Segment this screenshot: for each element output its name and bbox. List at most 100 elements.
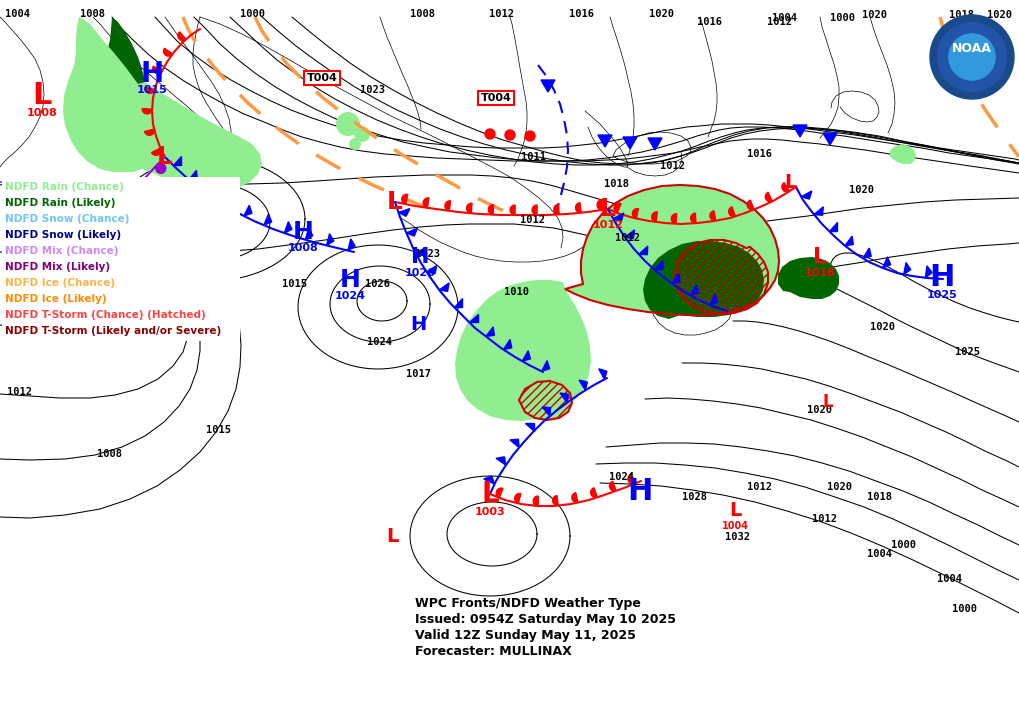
Polygon shape bbox=[206, 184, 215, 193]
Text: NDFD T-Storm (Chance) (Hatched): NDFD T-Storm (Chance) (Hatched) bbox=[5, 310, 206, 320]
Text: L: L bbox=[822, 393, 834, 411]
Text: 1020: 1020 bbox=[870, 322, 896, 332]
Polygon shape bbox=[690, 285, 698, 295]
Text: 1015: 1015 bbox=[137, 85, 167, 95]
Text: 1008: 1008 bbox=[98, 449, 122, 459]
Text: L: L bbox=[784, 172, 796, 192]
Text: 1010: 1010 bbox=[504, 287, 530, 297]
Polygon shape bbox=[326, 234, 334, 246]
Polygon shape bbox=[503, 340, 512, 350]
Polygon shape bbox=[427, 266, 437, 273]
Polygon shape bbox=[904, 263, 911, 274]
Polygon shape bbox=[599, 369, 607, 379]
Polygon shape bbox=[765, 192, 772, 201]
Text: 1012: 1012 bbox=[7, 387, 33, 397]
Circle shape bbox=[525, 131, 535, 141]
Text: 1015: 1015 bbox=[282, 279, 308, 289]
Polygon shape bbox=[823, 133, 837, 145]
Text: L: L bbox=[387, 190, 403, 214]
Text: 1025: 1025 bbox=[926, 290, 958, 300]
Polygon shape bbox=[890, 144, 916, 164]
Polygon shape bbox=[153, 66, 162, 73]
Polygon shape bbox=[533, 496, 538, 506]
Polygon shape bbox=[407, 228, 418, 236]
Circle shape bbox=[485, 129, 495, 139]
Text: 1004: 1004 bbox=[867, 549, 893, 559]
Polygon shape bbox=[401, 194, 408, 204]
Text: 1020: 1020 bbox=[850, 185, 874, 195]
Text: 1018: 1018 bbox=[867, 492, 893, 502]
Text: H: H bbox=[292, 220, 314, 244]
Polygon shape bbox=[710, 294, 718, 305]
Polygon shape bbox=[224, 195, 233, 205]
Text: T004: T004 bbox=[481, 93, 512, 103]
Polygon shape bbox=[515, 493, 521, 503]
Text: 1003: 1003 bbox=[475, 507, 505, 517]
Polygon shape bbox=[486, 327, 494, 336]
Polygon shape bbox=[597, 200, 603, 210]
Polygon shape bbox=[347, 239, 356, 251]
Text: 1020: 1020 bbox=[862, 10, 888, 20]
Polygon shape bbox=[510, 439, 519, 448]
Text: 1012: 1012 bbox=[489, 9, 515, 19]
Text: H: H bbox=[628, 478, 653, 506]
Text: NDFD Mix (Likely): NDFD Mix (Likely) bbox=[5, 262, 110, 272]
Text: NOAA: NOAA bbox=[952, 43, 991, 56]
Polygon shape bbox=[625, 230, 635, 239]
Text: 1018: 1018 bbox=[950, 10, 974, 20]
Text: 1020: 1020 bbox=[807, 405, 833, 415]
Text: NDFD Mix (Chance): NDFD Mix (Chance) bbox=[5, 246, 118, 256]
Polygon shape bbox=[541, 80, 555, 92]
Polygon shape bbox=[828, 222, 838, 231]
Text: 1020: 1020 bbox=[987, 10, 1013, 20]
Polygon shape bbox=[560, 393, 569, 402]
Text: NDFD Rain (Likely): NDFD Rain (Likely) bbox=[5, 198, 115, 208]
Text: NDFD Snow (Likely): NDFD Snow (Likely) bbox=[5, 230, 121, 240]
Polygon shape bbox=[793, 125, 807, 137]
Text: H: H bbox=[929, 263, 955, 291]
Text: T004: T004 bbox=[307, 73, 337, 83]
Polygon shape bbox=[522, 351, 531, 361]
Polygon shape bbox=[455, 280, 591, 421]
Text: NDFD T-Storm (Likely and/or Severe): NDFD T-Storm (Likely and/or Severe) bbox=[5, 326, 221, 336]
Polygon shape bbox=[519, 381, 572, 420]
Text: H: H bbox=[411, 247, 429, 267]
Text: 1015: 1015 bbox=[207, 425, 231, 435]
Text: L: L bbox=[600, 197, 615, 221]
Polygon shape bbox=[143, 108, 152, 114]
Text: 1023: 1023 bbox=[416, 249, 440, 259]
Circle shape bbox=[121, 275, 131, 285]
Polygon shape bbox=[163, 48, 172, 56]
Polygon shape bbox=[710, 211, 715, 221]
Polygon shape bbox=[614, 203, 621, 213]
Circle shape bbox=[949, 34, 996, 80]
Polygon shape bbox=[782, 183, 790, 192]
Text: 1004: 1004 bbox=[5, 9, 31, 19]
Text: 1012: 1012 bbox=[812, 514, 838, 524]
Circle shape bbox=[930, 15, 1014, 99]
Polygon shape bbox=[598, 135, 612, 147]
Text: 1028: 1028 bbox=[683, 492, 707, 502]
Circle shape bbox=[336, 112, 360, 136]
Text: 1012: 1012 bbox=[660, 161, 686, 171]
Polygon shape bbox=[576, 203, 581, 213]
Text: 1004: 1004 bbox=[937, 574, 963, 584]
Text: 1020: 1020 bbox=[649, 9, 675, 19]
Polygon shape bbox=[863, 248, 871, 258]
Polygon shape bbox=[467, 203, 472, 213]
Text: 1026: 1026 bbox=[366, 279, 390, 289]
Polygon shape bbox=[532, 205, 537, 215]
Circle shape bbox=[937, 23, 1007, 91]
Polygon shape bbox=[90, 17, 145, 127]
Text: 1010: 1010 bbox=[91, 249, 115, 259]
Polygon shape bbox=[152, 148, 161, 155]
Text: 1008: 1008 bbox=[411, 9, 435, 19]
Text: Valid 12Z Sunday May 11, 2025: Valid 12Z Sunday May 11, 2025 bbox=[415, 629, 636, 642]
Polygon shape bbox=[469, 314, 478, 322]
Text: 1000: 1000 bbox=[953, 604, 977, 614]
Text: 1017: 1017 bbox=[407, 369, 431, 379]
Text: 1012: 1012 bbox=[748, 482, 772, 492]
Text: NDFD Ice (Chance): NDFD Ice (Chance) bbox=[5, 278, 115, 288]
Circle shape bbox=[128, 197, 139, 206]
Text: L: L bbox=[481, 480, 499, 508]
